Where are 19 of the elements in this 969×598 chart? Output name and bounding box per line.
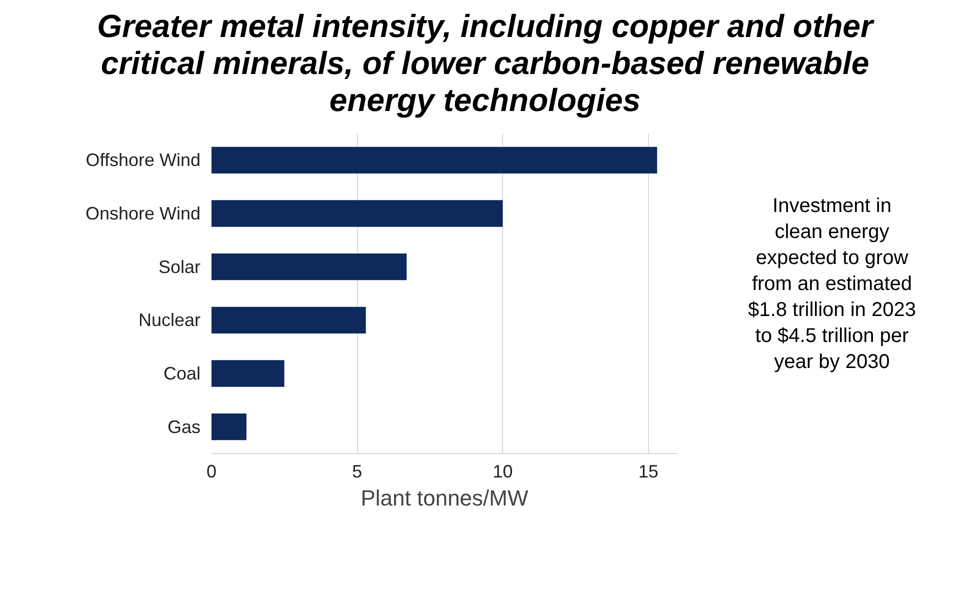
y-tick-label: Onshore Wind <box>85 204 201 224</box>
x-tick-label: 15 <box>638 462 658 482</box>
chart-title: Greater metal intensity, including copper and other critical minerals, of lower carbon-based renewable energy technologies <box>97 8 873 118</box>
bar <box>212 307 366 334</box>
x-tick-label: 10 <box>492 462 513 482</box>
bar <box>212 414 246 441</box>
x-axis-title: Plant tonnes/MW <box>360 486 528 511</box>
bar <box>212 147 658 174</box>
bar <box>212 360 284 388</box>
y-tick-label: Solar <box>158 257 201 278</box>
bar <box>212 200 503 228</box>
y-tick-label: Offshore Wind <box>86 150 201 171</box>
x-tick-label: 5 <box>352 462 362 482</box>
text: Investment in clean energy expected to grow from an estimated $1.8 trillion in 2023 to $4.5 trillion per year by 2030 <box>748 194 916 376</box>
y-tick-label: Nuclear <box>138 310 201 331</box>
y-tick-label: Coal <box>163 364 201 384</box>
bar <box>212 254 407 281</box>
y-tick-label: Gas <box>167 417 201 438</box>
x-tick-label: 0 <box>206 462 217 482</box>
